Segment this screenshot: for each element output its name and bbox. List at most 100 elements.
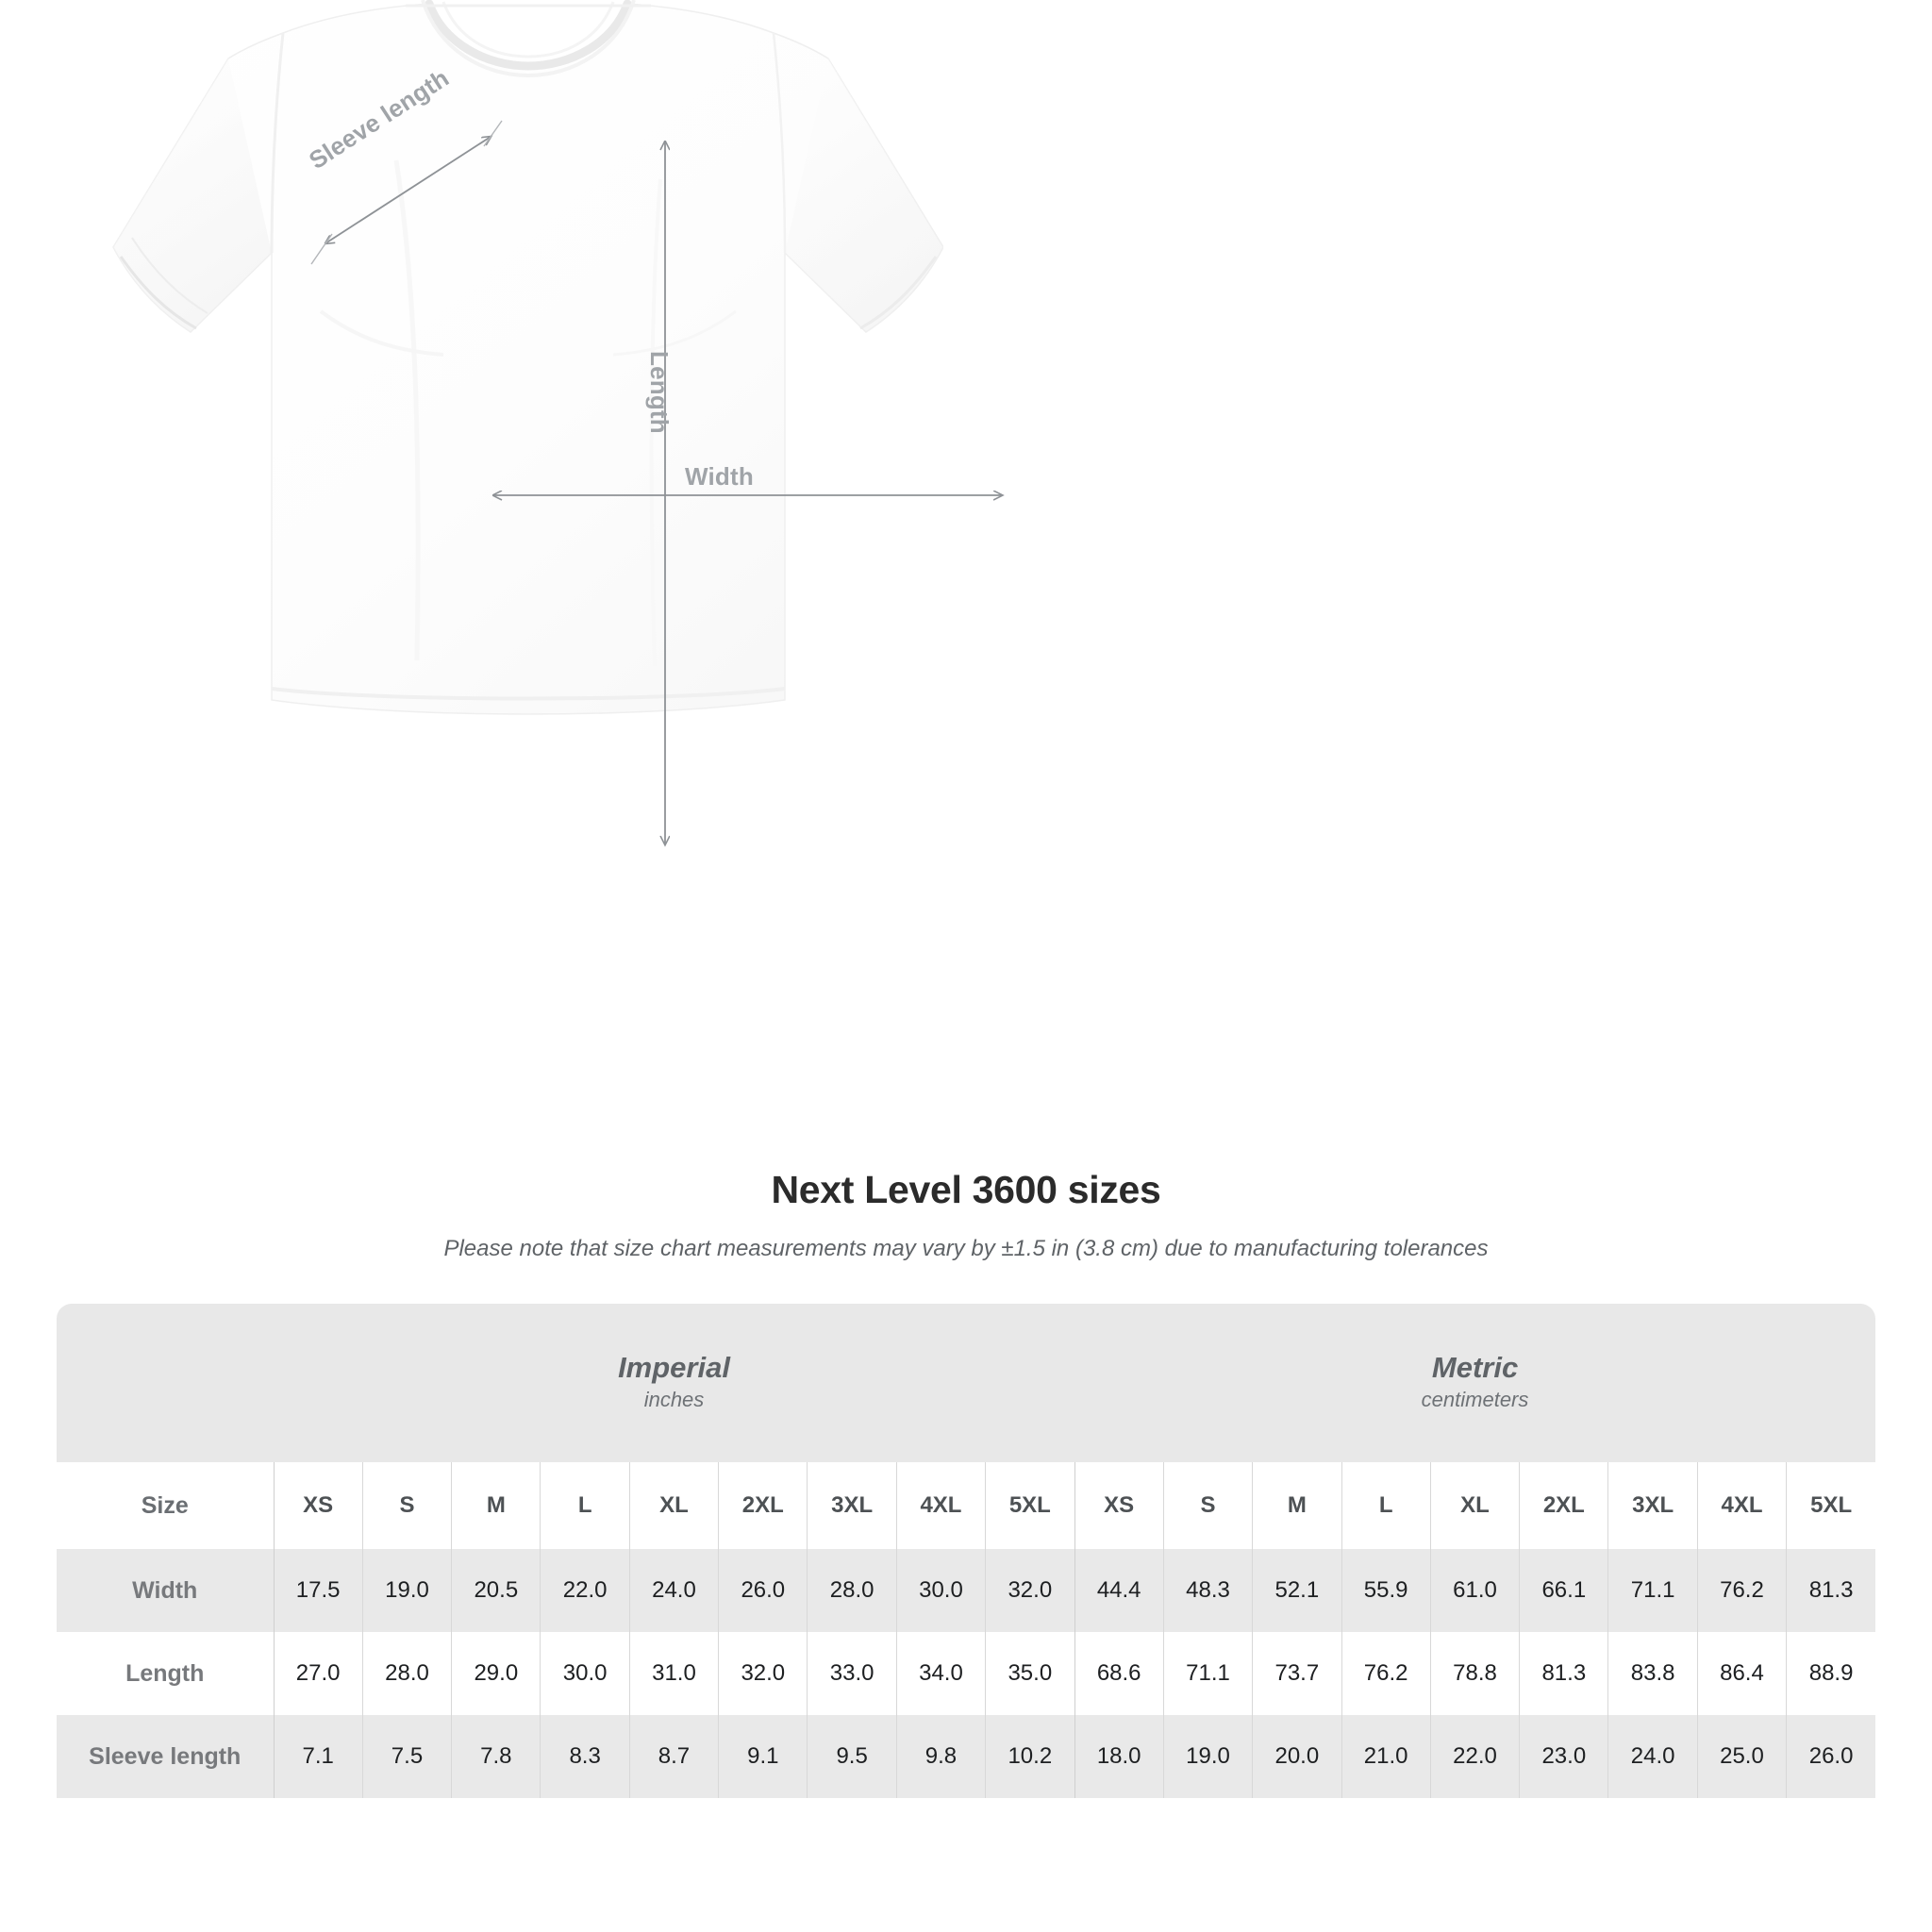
cell-length-metric-3xl: 83.8	[1607, 1632, 1698, 1715]
cell-sleeve-length-imperial-xl: 8.7	[628, 1715, 719, 1798]
cell-length-metric-s: 71.1	[1162, 1632, 1253, 1715]
size-column-header-xs-imperial: XS	[273, 1462, 363, 1549]
page-title: Next Level 3600 sizes	[771, 1168, 1161, 1211]
unit-header-imperial: Imperial inches	[274, 1304, 1075, 1462]
cell-width-imperial-xl: 24.0	[628, 1549, 719, 1632]
size-column-header-5xl-metric: 5XL	[1786, 1462, 1876, 1549]
size-column-header-xs-metric: XS	[1074, 1462, 1164, 1549]
cell-length-imperial-s: 28.0	[361, 1632, 452, 1715]
cell-length-imperial-xs: 27.0	[273, 1632, 363, 1715]
left-sleeve-hem	[119, 256, 197, 330]
cell-sleeve-length-imperial-m: 7.8	[451, 1715, 541, 1798]
cell-length-imperial-4xl: 34.0	[895, 1632, 986, 1715]
fabric-fold-armpit-right	[612, 309, 737, 357]
size-column-header-xl-metric: XL	[1429, 1462, 1520, 1549]
collar-inner	[441, 1, 615, 58]
size-column-header-3xl-metric: 3XL	[1607, 1462, 1698, 1549]
cell-sleeve-length-metric-s: 19.0	[1162, 1715, 1253, 1798]
cell-length-metric-2xl: 81.3	[1519, 1632, 1608, 1715]
collar-ribbing	[425, 0, 632, 71]
right-shoulder-seam	[772, 32, 787, 254]
size-table: Imperial inches Metric centimeters Size XS S M L…	[57, 1304, 1876, 1798]
cell-width-metric-5xl: 81.3	[1786, 1549, 1876, 1632]
row-label-length: Length	[57, 1632, 274, 1715]
cell-width-imperial-3xl: 28.0	[807, 1549, 897, 1632]
size-column-header-m-imperial: M	[451, 1462, 541, 1549]
table-corner-cell	[57, 1304, 274, 1462]
cell-width-imperial-4xl: 30.0	[895, 1549, 986, 1632]
size-row-label: Size	[57, 1462, 274, 1549]
cell-width-imperial-2xl: 26.0	[718, 1549, 808, 1632]
left-sleeve-shading	[113, 58, 272, 332]
cell-sleeve-length-imperial-2xl: 9.1	[718, 1715, 808, 1798]
cell-sleeve-length-metric-xs: 18.0	[1074, 1715, 1164, 1798]
bottom-hem	[271, 687, 786, 701]
unit-name: Metric	[1431, 1350, 1519, 1384]
fabric-fold-right	[649, 178, 662, 667]
garment-diagram: Sleeve length Length Width	[112, 0, 1932, 1160]
size-header-row: Size XS S M L XL 2XL 3XL 4XL 5XL XS S M L XL 2XL 3XL 4XL 5…	[57, 1462, 1876, 1549]
cell-length-imperial-l: 30.0	[540, 1632, 630, 1715]
cell-length-imperial-3xl: 33.0	[807, 1632, 897, 1715]
cell-length-metric-5xl: 88.9	[1786, 1632, 1876, 1715]
size-column-header-xl-imperial: XL	[628, 1462, 719, 1549]
cell-sleeve-length-imperial-5xl: 10.2	[985, 1715, 1075, 1798]
unit-header-metric: Metric centimeters	[1074, 1304, 1876, 1462]
size-column-header-s-metric: S	[1162, 1462, 1253, 1549]
table-row: Sleeve length 7.1 7.5 7.8 8.3 8.7 9.1 9.5 9.8 10.…	[57, 1715, 1876, 1798]
cell-length-metric-l: 76.2	[1341, 1632, 1431, 1715]
fabric-fold-armpit-left	[319, 309, 444, 357]
row-label-sleeve-length: Sleeve length	[57, 1715, 274, 1798]
size-table-wrapper: Imperial inches Metric centimeters Size XS S M L…	[57, 1304, 1876, 1798]
unit-header-row: Imperial inches Metric centimeters	[57, 1304, 1876, 1462]
width-label: Width	[685, 462, 754, 491]
cell-length-metric-m: 73.7	[1252, 1632, 1341, 1715]
cell-sleeve-length-metric-4xl: 25.0	[1696, 1715, 1787, 1798]
cell-length-imperial-2xl: 32.0	[718, 1632, 808, 1715]
cell-sleeve-length-imperial-s: 7.5	[361, 1715, 452, 1798]
cell-width-metric-4xl: 76.2	[1696, 1549, 1787, 1632]
cell-sleeve-length-metric-5xl: 26.0	[1786, 1715, 1876, 1798]
right-sleeve-shading	[785, 58, 943, 332]
page-subtitle: Please note that size chart measurements…	[443, 1236, 1489, 1261]
cell-length-metric-xs: 68.6	[1074, 1632, 1164, 1715]
left-sleeve-hem-inner	[131, 237, 208, 314]
cell-length-metric-4xl: 86.4	[1696, 1632, 1787, 1715]
cell-width-imperial-m: 20.5	[451, 1549, 541, 1632]
collar-outer	[421, 0, 636, 78]
size-column-header-4xl-imperial: 4XL	[895, 1462, 986, 1549]
size-column-header-m-metric: M	[1252, 1462, 1341, 1549]
size-column-header-2xl-metric: 2XL	[1519, 1462, 1608, 1549]
cell-width-metric-2xl: 66.1	[1519, 1549, 1608, 1632]
size-column-header-4xl-metric: 4XL	[1696, 1462, 1787, 1549]
size-column-header-l-metric: L	[1341, 1462, 1431, 1549]
table-row: Length 27.0 28.0 29.0 30.0 31.0 32.0 33.0 34.0 35…	[57, 1632, 1876, 1715]
cell-sleeve-length-metric-2xl: 23.0	[1519, 1715, 1608, 1798]
unit-subtitle: inches	[643, 1388, 705, 1412]
cell-sleeve-length-metric-xl: 22.0	[1429, 1715, 1520, 1798]
cell-length-metric-xl: 78.8	[1429, 1632, 1520, 1715]
cell-width-metric-3xl: 71.1	[1607, 1549, 1698, 1632]
cell-width-metric-s: 48.3	[1162, 1549, 1253, 1632]
cell-width-imperial-s: 19.0	[361, 1549, 452, 1632]
cell-sleeve-length-imperial-xs: 7.1	[273, 1715, 363, 1798]
cell-sleeve-length-metric-m: 20.0	[1252, 1715, 1341, 1798]
cell-width-metric-xs: 44.4	[1074, 1549, 1164, 1632]
cell-width-imperial-l: 22.0	[540, 1549, 630, 1632]
cell-length-imperial-xl: 31.0	[628, 1632, 719, 1715]
left-shoulder-seam	[270, 32, 285, 254]
cell-width-imperial-5xl: 32.0	[985, 1549, 1075, 1632]
row-label-width: Width	[57, 1549, 274, 1632]
size-column-header-5xl-imperial: 5XL	[985, 1462, 1075, 1549]
cell-width-metric-m: 52.1	[1252, 1549, 1341, 1632]
cell-sleeve-length-imperial-4xl: 9.8	[895, 1715, 986, 1798]
length-label: Length	[645, 351, 674, 434]
tshirt-illustration	[112, 0, 943, 715]
cell-sleeve-length-imperial-3xl: 9.5	[807, 1715, 897, 1798]
cell-sleeve-length-metric-3xl: 24.0	[1607, 1715, 1698, 1798]
cell-width-metric-xl: 61.0	[1429, 1549, 1520, 1632]
cell-sleeve-length-imperial-l: 8.3	[540, 1715, 630, 1798]
size-column-header-s-imperial: S	[361, 1462, 452, 1549]
size-column-header-2xl-imperial: 2XL	[718, 1462, 808, 1549]
